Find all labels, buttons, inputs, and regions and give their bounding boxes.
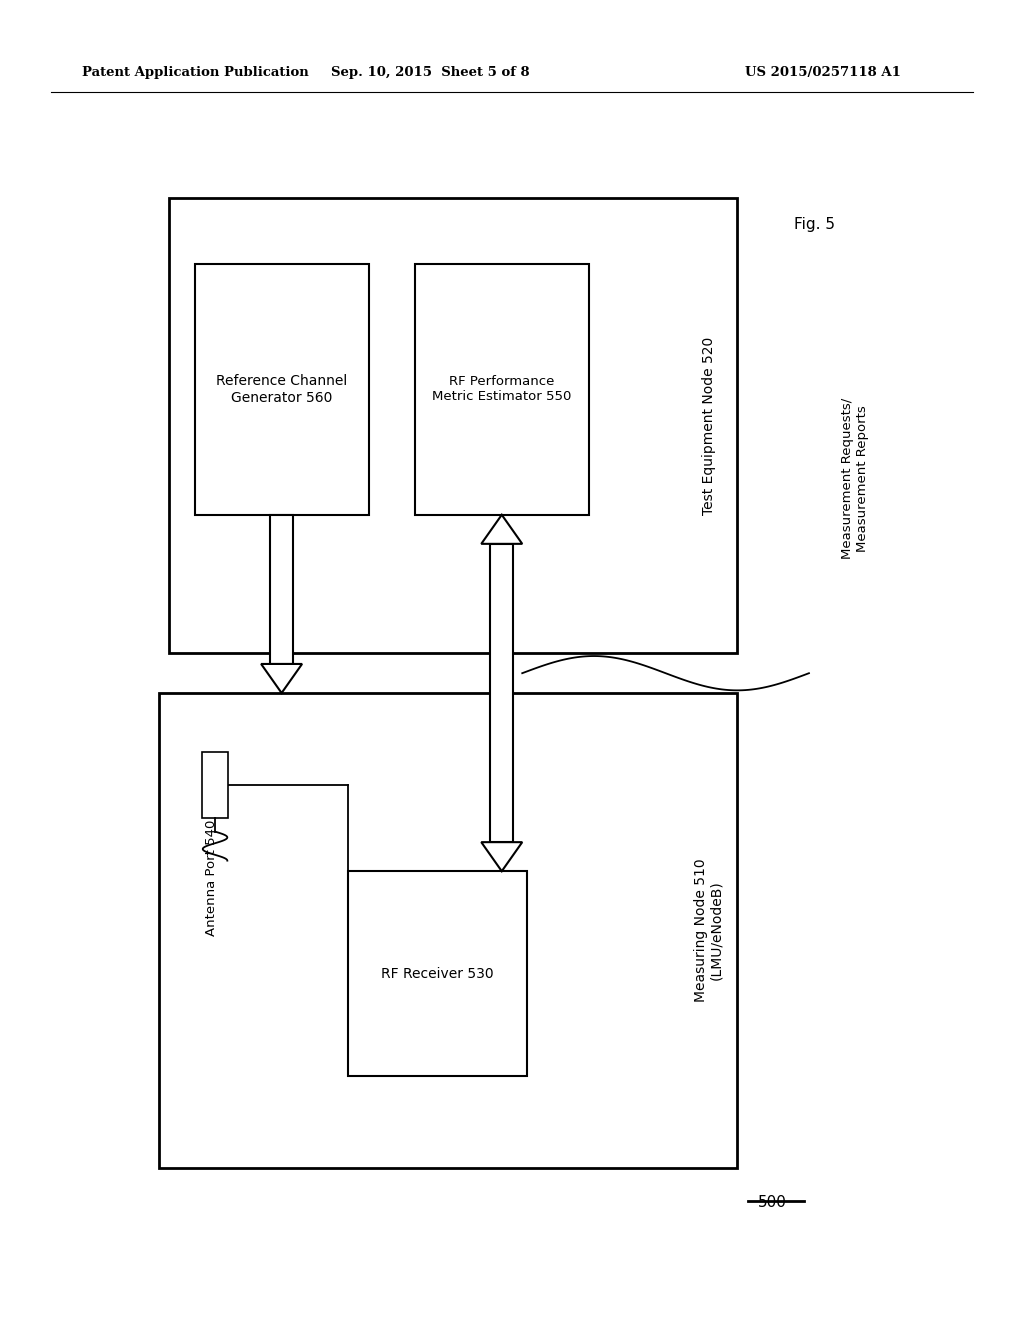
Bar	[348, 871, 527, 1076]
Text: Measurement Requests/
Measurement Reports: Measurement Requests/ Measurement Report…	[841, 397, 869, 560]
Bar	[415, 264, 589, 515]
Text: RF Performance
Metric Estimator 550: RF Performance Metric Estimator 550	[432, 375, 571, 404]
Text: Measuring Node 510
(LMU/eNodeB): Measuring Node 510 (LMU/eNodeB)	[693, 859, 724, 1002]
Text: Sep. 10, 2015  Sheet 5 of 8: Sep. 10, 2015 Sheet 5 of 8	[331, 66, 529, 79]
Polygon shape	[481, 515, 522, 544]
Polygon shape	[261, 664, 302, 693]
Text: RF Receiver 530: RF Receiver 530	[382, 966, 494, 981]
Bar	[202, 752, 228, 818]
Text: Reference Channel
Generator 560: Reference Channel Generator 560	[216, 375, 347, 404]
Polygon shape	[481, 842, 522, 871]
Text: Antenna Port 540: Antenna Port 540	[206, 820, 218, 936]
Polygon shape	[270, 515, 293, 664]
Text: 500: 500	[758, 1195, 786, 1209]
Text: Fig. 5: Fig. 5	[794, 216, 835, 232]
Bar	[169, 198, 737, 653]
Text: Test Equipment Node 520: Test Equipment Node 520	[701, 337, 716, 515]
Text: US 2015/0257118 A1: US 2015/0257118 A1	[745, 66, 901, 79]
Bar	[159, 693, 737, 1168]
Bar	[195, 264, 369, 515]
Text: Patent Application Publication: Patent Application Publication	[82, 66, 308, 79]
Polygon shape	[490, 544, 513, 842]
